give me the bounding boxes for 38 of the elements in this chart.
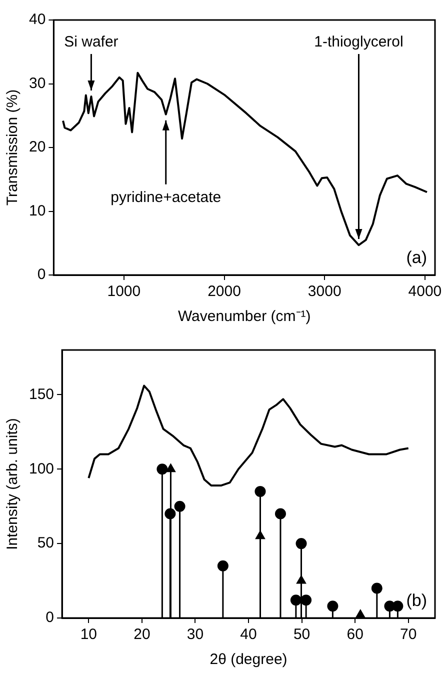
y-tick-label: 30 bbox=[28, 74, 46, 92]
point bbox=[327, 600, 338, 612]
point bbox=[392, 600, 404, 612]
y-tick-label: 150 bbox=[28, 386, 54, 403]
x-tick-label: 20 bbox=[134, 626, 150, 644]
annotation: (b) bbox=[406, 591, 427, 610]
point bbox=[296, 538, 307, 550]
x-tick-label: 30 bbox=[186, 626, 204, 644]
x-tick-label: 1000 bbox=[107, 283, 141, 300]
point bbox=[254, 486, 266, 497]
point bbox=[274, 508, 286, 520]
x-axis-title: 2θ (degree) bbox=[210, 651, 288, 668]
point bbox=[217, 560, 228, 572]
x-tick-label: 3000 bbox=[308, 283, 342, 300]
point bbox=[156, 464, 168, 475]
x-tick-label: 40 bbox=[240, 626, 257, 644]
y-axis-title: Transmission (%) bbox=[4, 89, 22, 206]
y-tick-label: 10 bbox=[28, 202, 46, 220]
y-tick-label: 40 bbox=[28, 11, 46, 28]
annotation: 1-thioglycerol bbox=[314, 34, 404, 51]
annotation: Si wafer bbox=[64, 34, 118, 51]
x-tick-label: 70 bbox=[400, 626, 417, 644]
x-tick-label: 50 bbox=[293, 626, 310, 644]
annotation: pyridine+acetate bbox=[110, 188, 222, 206]
point bbox=[174, 500, 186, 512]
y-axis-title: Intensity (arb. units) bbox=[4, 418, 22, 550]
x-tick-label: 60 bbox=[346, 626, 364, 644]
y-tick-label: 20 bbox=[28, 138, 46, 156]
y-tick-label: 50 bbox=[37, 534, 54, 552]
y-tick-label: 100 bbox=[28, 460, 54, 478]
annotation: (a) bbox=[406, 248, 427, 268]
x-tick-label: 2000 bbox=[208, 283, 241, 300]
x-axis-title: Wavenumber (cm⁻¹) bbox=[178, 308, 311, 326]
point bbox=[371, 582, 382, 594]
y-tick-label: 0 bbox=[46, 609, 54, 626]
x-tick-label: 4000 bbox=[408, 283, 442, 300]
y-tick-label: 0 bbox=[37, 266, 46, 284]
x-tick-label: 10 bbox=[80, 626, 98, 644]
